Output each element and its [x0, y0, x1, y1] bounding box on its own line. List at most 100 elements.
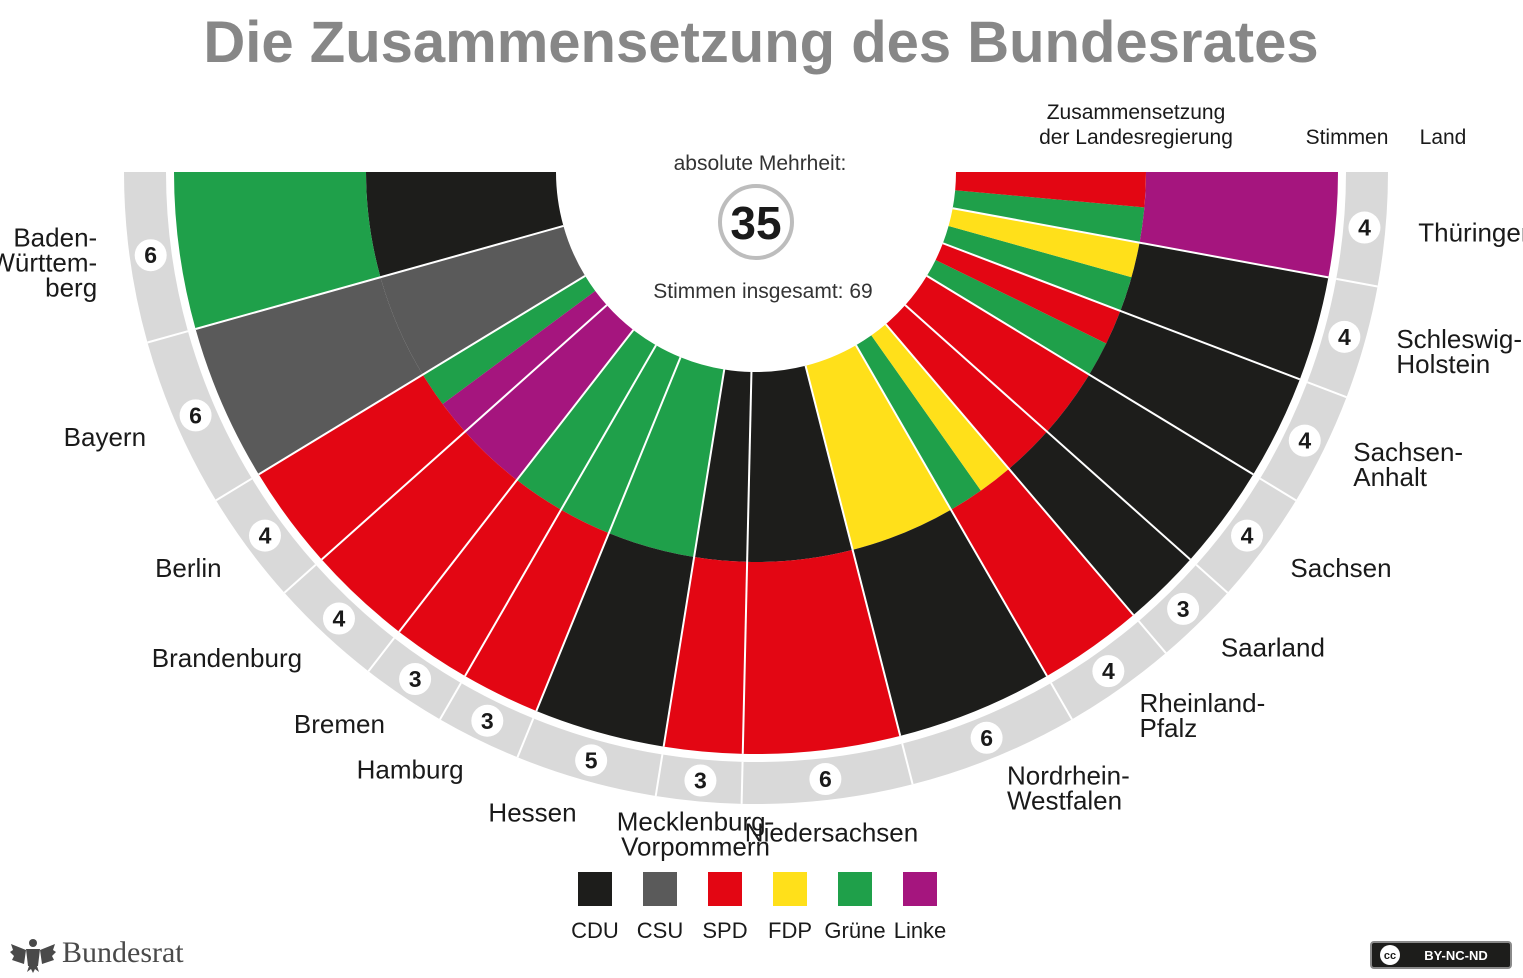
segment-berlin-inner-linke [442, 291, 607, 432]
separator-rheinland-pfalz [855, 344, 1048, 677]
ring-separator-bayern [147, 330, 189, 344]
separator-berlin [258, 275, 586, 476]
votes-value-hessen: 5 [585, 747, 598, 773]
ring-separator-hessen [516, 717, 535, 758]
state-label-baden-wuerttemberg-line3: berg [45, 273, 97, 303]
separator-sachsen [904, 304, 1191, 561]
state-label-sachsen-anhalt-line2: Anhalt [1353, 462, 1427, 492]
state-label-nordrhein-westfalen-line2: Westfalen [1007, 785, 1122, 815]
license-badge: cc BY-NC-ND [1370, 941, 1512, 969]
legend-label-fdp: FDP [768, 918, 812, 943]
segment-sachsen-anhalt-inner-gruene [926, 259, 1107, 375]
segment-sachsen-anhalt-inner-spd [935, 243, 1121, 344]
legend-label-csu: CSU [637, 918, 683, 943]
separator-bremen [398, 329, 635, 633]
votes-value-sachsen: 4 [1241, 523, 1254, 549]
ring-separator-thueringen [1336, 277, 1378, 288]
votes-badge-nordrhein-westfalen [970, 721, 1003, 754]
segment-separators [147, 207, 1378, 804]
votes-value-schleswig-holstein: 4 [1338, 324, 1351, 350]
legend-swatch-gruene [838, 872, 872, 906]
state-label-schleswig-holstein-line2: Holstein [1396, 349, 1490, 379]
votes-badge-schleswig-holstein [1328, 320, 1361, 353]
segment-baden-wuerttemberg-inner-cdu [366, 172, 564, 278]
votes-badge-baden-wuerttemberg [134, 239, 167, 272]
votes-badge-hamburg [471, 704, 504, 737]
header-votes: Stimmen [1306, 126, 1389, 149]
legend-swatch-spd [708, 872, 742, 906]
votes-value-bremen: 3 [409, 666, 422, 692]
segment-schleswig-holstein-outer-cdu [1120, 242, 1329, 380]
state-label-niedersachsen: Niedersachsen [745, 818, 918, 848]
segment-bayern-outer-csu [195, 277, 423, 475]
segment-nordrhein-westfalen-outer-cdu [852, 509, 1047, 736]
votes-value-nordrhein-westfalen: 6 [980, 725, 993, 751]
segment-bremen-inner-gruene [516, 329, 656, 510]
separator-saarland [884, 323, 1135, 616]
header-composition-line2: der Landesregierung [1039, 126, 1233, 149]
state-label-berlin: Berlin [155, 553, 221, 583]
ring-separator-berlin [215, 477, 253, 502]
state-label-saarland: Saarland [1221, 633, 1325, 663]
state-label-mecklenburg-vorpommern-line1: Mecklenburg- [617, 807, 775, 837]
votes-value-brandenburg: 4 [333, 606, 346, 632]
legend-swatch-csu [643, 872, 677, 906]
votes-badge-hessen [575, 744, 608, 777]
state-label-baden-wuerttemberg-line1: Baden- [13, 223, 97, 253]
segment-niedersachsen-inner-cdu [747, 365, 853, 563]
segment-mecklenburg-vorpommern-inner-cdu [694, 369, 752, 562]
state-label-rheinland-pfalz-line2: Pfalz [1139, 713, 1197, 743]
separator-thueringen [952, 207, 1329, 279]
state-label-hessen: Hessen [488, 797, 576, 827]
government-segments [174, 172, 1338, 755]
legend-label-linke: Linke [894, 918, 947, 943]
segment-baden-wuerttemberg-outer-gruene [174, 172, 381, 330]
segment-nordrhein-westfalen-inner-fdp [805, 345, 951, 550]
legend-swatch-cdu [578, 872, 612, 906]
ring-separator-niedersachsen [740, 761, 744, 804]
state-label-hamburg: Hamburg [357, 754, 464, 784]
votes-badge-sachsen [1231, 519, 1264, 552]
separator-brandenburg [321, 304, 608, 561]
brand-name: Bundesrat [62, 936, 184, 969]
segment-rheinland-pfalz-inner-gruene [856, 335, 981, 510]
votes-value-mecklenburg-vorpommern: 3 [694, 767, 707, 793]
state-label-bremen: Bremen [294, 709, 385, 739]
segment-hessen-outer-cdu [536, 533, 695, 747]
segment-niedersachsen-outer-spd [742, 549, 901, 755]
ring-separator-mecklenburg-vorpommern [654, 754, 664, 797]
legend-swatch-fdp [773, 872, 807, 906]
segment-thueringen-inner-spd [955, 172, 1146, 208]
votes-badge-bremen [399, 663, 432, 696]
legend-label-gruene: Grüne [824, 918, 885, 943]
votes-badge-mecklenburg-vorpommern [684, 764, 717, 797]
bundesrat-brand: Bundesrat [10, 936, 184, 973]
separator-bayern [195, 224, 564, 330]
header-land: Land [1420, 126, 1467, 149]
ring-separator-sachsen [1195, 564, 1229, 594]
votes-badge-sachsen-anhalt [1288, 424, 1321, 457]
segment-sachsen-inner-spd [905, 275, 1090, 432]
legend-label-cdu: CDU [571, 918, 619, 943]
ring-separator-bremen [367, 637, 395, 672]
votes-badge-berlin [248, 519, 281, 552]
state-label-sachsen-anhalt-line1: Sachsen- [1353, 437, 1463, 467]
state-label-baden-wuerttemberg-line2: Württem- [0, 248, 97, 278]
segment-saarland-outer-cdu [1008, 431, 1191, 615]
segment-mecklenburg-vorpommern-outer-spd [663, 557, 748, 754]
state-label-sachsen: Sachsen [1290, 553, 1391, 583]
ring-separator-saarland [1137, 620, 1167, 654]
ring-separator-brandenburg [283, 564, 317, 594]
total-votes-label: Stimmen insgesamt: 69 [653, 280, 872, 303]
separator-niedersachsen [741, 371, 753, 754]
segment-rheinland-pfalz-inner-fdp [871, 324, 1009, 491]
state-label-bayern: Bayern [64, 422, 146, 452]
segment-brandenburg-inner-linke [464, 305, 634, 481]
chart-title: Die Zusammensetzung des Bundesrates [203, 10, 1318, 75]
segment-thueringen-inner-gruene [952, 190, 1145, 243]
state-label-rheinland-pfalz-line1: Rheinland- [1139, 688, 1265, 718]
segment-hamburg-inner-gruene [561, 345, 681, 534]
majority-label: absolute Mehrheit: [674, 152, 847, 175]
state-label-thueringen: Thüringen [1418, 217, 1523, 247]
